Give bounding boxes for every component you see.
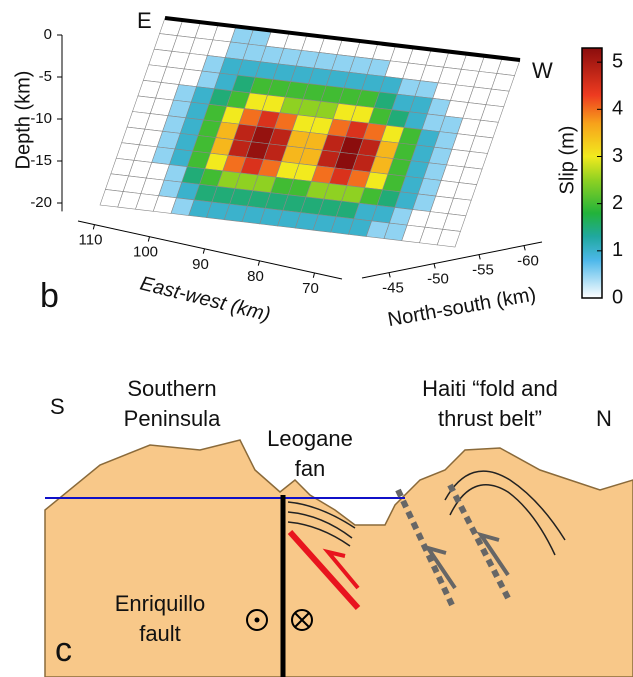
- ns-tick: [479, 255, 480, 260]
- ew-tick-label: 110: [79, 232, 103, 249]
- ns-tick-label: -45: [382, 280, 404, 297]
- colorbar: [582, 48, 602, 298]
- ns-tick: [524, 246, 525, 251]
- panel-b: E W b Depth (km) East-west (km) North-so…: [12, 8, 623, 331]
- panel-label: b: [40, 277, 59, 315]
- southern-peninsula: Peninsula: [124, 406, 221, 431]
- fold-thrust-belt: Haiti “fold and: [422, 376, 558, 401]
- colorbar-tick-label: 4: [612, 98, 623, 120]
- ns-tick: [389, 273, 390, 278]
- depth-tick-label: -5: [39, 68, 52, 85]
- depth-tick-label: -20: [30, 194, 52, 211]
- panel-c: S N Southern Peninsula Leogane fan Haiti…: [45, 376, 633, 677]
- ns-axis-label: North-south (km): [386, 283, 538, 331]
- enriquillo-fault: Enriquillo: [115, 591, 206, 616]
- ns-tick-label: -50: [427, 271, 449, 288]
- ew-tick-label: 80: [247, 268, 264, 285]
- southern-peninsula: Southern: [127, 376, 216, 401]
- ew-axis-line: [78, 221, 342, 279]
- ew-tick: [148, 237, 149, 242]
- ns-tick-label: -55: [472, 262, 494, 279]
- ns-tick: [434, 264, 435, 269]
- colorbar-tick-label: 2: [612, 192, 623, 214]
- ns-tick-label: -60: [517, 253, 539, 270]
- colorbar-tick-label: 1: [612, 239, 623, 261]
- leogane-fan: fan: [295, 456, 326, 481]
- leogane-fan: Leogane: [267, 426, 353, 451]
- ew-tick: [258, 261, 259, 266]
- depth-tick-label: -10: [30, 110, 52, 127]
- ew-tick: [93, 225, 94, 230]
- ew-tick-label: 70: [302, 280, 319, 297]
- colorbar-label: Slip (m): [556, 126, 578, 195]
- south-label: S: [50, 394, 65, 419]
- enriquillo-fault: fault: [139, 621, 181, 646]
- ew-tick: [313, 273, 314, 278]
- west-label: W: [532, 58, 553, 83]
- out-of-page-dot: [255, 618, 260, 623]
- depth-tick-label: 0: [44, 26, 52, 43]
- ew-tick-label: 90: [192, 256, 209, 273]
- fold-thrust-belt: thrust belt”: [438, 406, 542, 431]
- depth-tick-label: -15: [30, 152, 52, 169]
- ew-tick: [203, 249, 204, 254]
- panel-label: c: [55, 631, 72, 669]
- colorbar-tick-label: 5: [612, 50, 623, 72]
- colorbar-tick-label: 3: [612, 145, 623, 167]
- land: [45, 440, 633, 677]
- ew-tick-label: 100: [133, 244, 158, 261]
- colorbar-tick-label: 0: [612, 286, 623, 308]
- north-label: N: [596, 406, 612, 431]
- east-label: E: [137, 8, 152, 33]
